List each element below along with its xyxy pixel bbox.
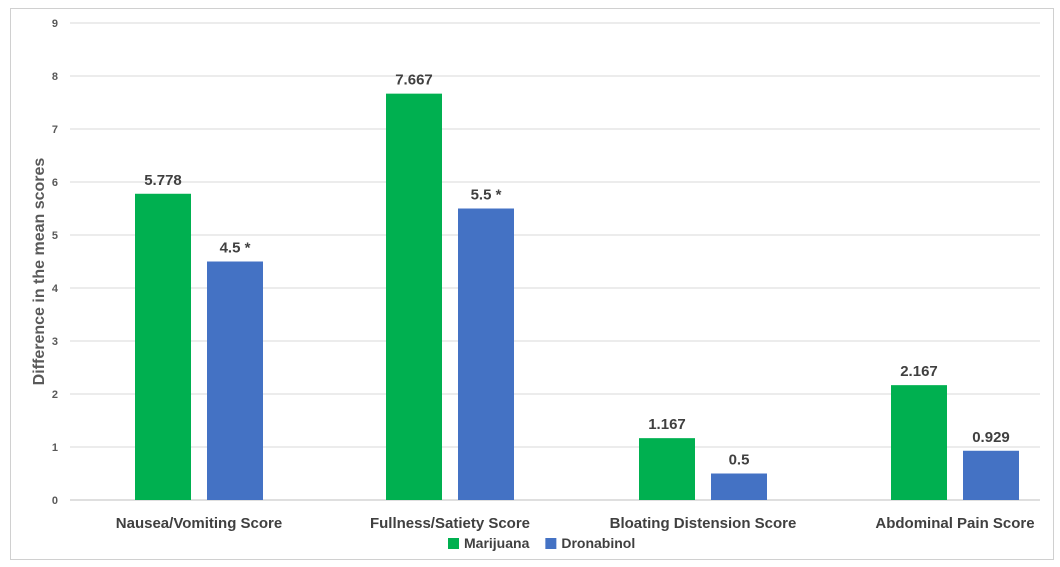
bar-dronabinol-3 [963,450,1019,500]
y-tick-label: 0 [52,495,58,507]
y-tick-label: 7 [52,124,58,136]
bars [135,93,1019,501]
y-tick-label: 9 [52,18,58,30]
legend-label-marijuana: Marijuana [464,535,530,551]
bar-dronabinol-1 [458,208,514,500]
legend-swatch-marijuana [448,538,459,549]
data-label: 0.929 [972,429,1010,446]
data-label: 5.5 * [471,187,502,204]
bar-marijuana-2 [639,438,695,500]
legend: Marijuana Dronabinol [448,535,635,551]
x-axis-ticks: Nausea/Vomiting Score Fullness/Satiety Sc… [116,515,1035,532]
y-tick-label: 6 [52,177,58,189]
data-labels: 5.778 7.667 1.167 2.167 4.5 * 5.5 * 0.5 0.929 [144,72,1010,469]
y-axis-ticks: 0 1 2 3 4 5 6 7 8 9 [52,18,59,507]
bar-marijuana-3 [891,385,947,500]
bar-marijuana-1 [386,93,442,501]
bar-dronabinol-0 [207,261,263,500]
x-tick-label: Fullness/Satiety Score [370,515,530,532]
bar-dronabinol-2 [711,473,767,500]
x-tick-label: Bloating Distension Score [610,515,797,532]
x-tick-label: Nausea/Vomiting Score [116,515,282,532]
bar-marijuana-0 [135,193,191,501]
data-label: 2.167 [900,363,938,380]
legend-label-dronabinol: Dronabinol [561,535,635,551]
data-label: 4.5 * [220,240,251,257]
y-axis-label: Difference in the mean scores [31,158,48,386]
x-tick-label: Abdominal Pain Score [875,515,1034,532]
data-label: 7.667 [395,72,433,89]
y-tick-label: 2 [52,389,58,401]
y-tick-label: 5 [52,230,58,242]
data-label: 5.778 [144,172,182,189]
y-tick-label: 3 [52,336,58,348]
legend-swatch-dronabinol [545,538,557,549]
data-label: 1.167 [648,416,686,433]
y-tick-label: 4 [52,283,59,295]
y-tick-label: 1 [52,442,58,454]
data-label: 0.5 [729,452,750,469]
y-tick-label: 8 [52,71,58,83]
